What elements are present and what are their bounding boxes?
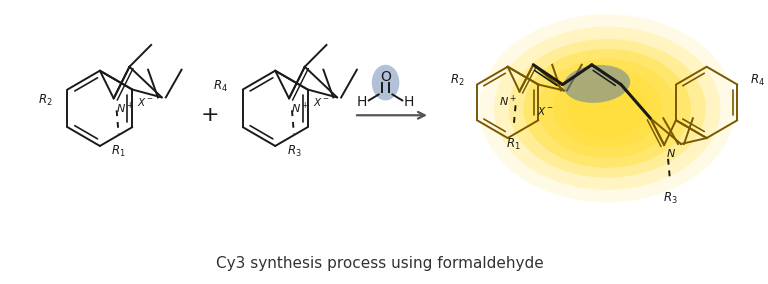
Ellipse shape bbox=[372, 65, 399, 101]
Text: $R_4$: $R_4$ bbox=[213, 79, 228, 94]
Ellipse shape bbox=[494, 27, 720, 190]
Ellipse shape bbox=[524, 49, 691, 168]
Text: $N^+$: $N^+$ bbox=[116, 101, 134, 116]
Text: $X^-$: $X^-$ bbox=[137, 97, 154, 108]
Text: $R_1$: $R_1$ bbox=[506, 137, 521, 152]
Text: Cy3 synthesis process using formaldehyde: Cy3 synthesis process using formaldehyde bbox=[216, 256, 544, 271]
Text: +: + bbox=[201, 105, 220, 125]
Text: $R_2$: $R_2$ bbox=[450, 73, 465, 88]
Text: $R_4$: $R_4$ bbox=[750, 73, 765, 88]
Ellipse shape bbox=[538, 59, 676, 158]
Text: $N$: $N$ bbox=[666, 147, 676, 159]
Text: H: H bbox=[404, 95, 415, 109]
Text: H: H bbox=[356, 95, 367, 109]
Text: $N^+$: $N^+$ bbox=[499, 93, 518, 109]
Ellipse shape bbox=[553, 69, 661, 148]
Ellipse shape bbox=[568, 79, 647, 138]
Text: $R_3$: $R_3$ bbox=[286, 144, 301, 159]
Ellipse shape bbox=[508, 39, 706, 178]
Text: O: O bbox=[380, 70, 391, 84]
Text: $N^+$: $N^+$ bbox=[291, 101, 310, 116]
Ellipse shape bbox=[564, 65, 631, 103]
Text: $X^-$: $X^-$ bbox=[538, 105, 554, 117]
Text: $R_2$: $R_2$ bbox=[38, 93, 53, 108]
Text: $R_1$: $R_1$ bbox=[111, 144, 126, 159]
Text: $R_3$: $R_3$ bbox=[663, 191, 677, 206]
Text: $X^-$: $X^-$ bbox=[313, 97, 329, 108]
Ellipse shape bbox=[479, 14, 735, 202]
